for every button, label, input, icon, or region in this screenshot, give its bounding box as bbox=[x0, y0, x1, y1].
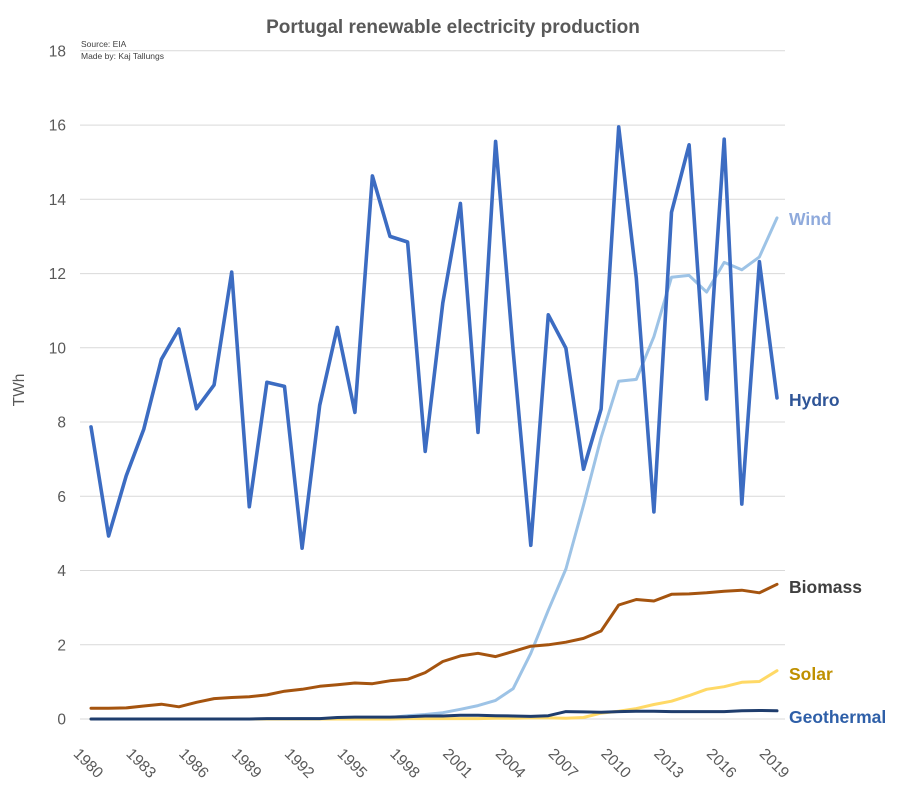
y-tick-label-6: 6 bbox=[57, 489, 66, 506]
y-tick-label-14: 14 bbox=[49, 192, 67, 209]
y-tick-label-12: 12 bbox=[49, 266, 66, 283]
series-label-biomass: Biomass bbox=[789, 577, 862, 597]
y-tick-label-8: 8 bbox=[57, 415, 66, 432]
gridlines bbox=[80, 50, 785, 720]
y-tick-label-18: 18 bbox=[49, 43, 66, 60]
series-line-biomass bbox=[89, 582, 779, 710]
y-tick-label-0: 0 bbox=[57, 712, 66, 729]
y-tick-label-16: 16 bbox=[49, 118, 66, 135]
series-label-wind: Wind bbox=[789, 209, 832, 229]
x-tick-label-1986: 1986 bbox=[175, 745, 211, 781]
x-tick-label-1983: 1983 bbox=[123, 745, 159, 781]
x-tick-label-2004: 2004 bbox=[492, 745, 529, 782]
y-axis-tick-labels: 0 2 4 6 8 10 12 14 16 18 bbox=[49, 43, 67, 728]
series-lines bbox=[89, 125, 779, 721]
y-tick-label-2: 2 bbox=[57, 637, 66, 654]
y-tick-label-4: 4 bbox=[57, 563, 66, 580]
x-tick-label-1995: 1995 bbox=[334, 745, 370, 781]
series-line-wind bbox=[89, 216, 779, 721]
series-labels: Wind Solar Geothermal Biomass Hydro bbox=[789, 209, 886, 727]
series-label-solar: Solar bbox=[789, 664, 833, 684]
x-tick-label-1992: 1992 bbox=[281, 745, 317, 781]
y-axis-title: TWh bbox=[11, 374, 28, 407]
series-label-geothermal: Geothermal bbox=[789, 707, 886, 727]
source-note: Source: EIA bbox=[81, 39, 127, 49]
x-tick-label-2001: 2001 bbox=[439, 745, 475, 781]
series-label-hydro: Hydro bbox=[789, 390, 840, 410]
series-line-hydro bbox=[89, 125, 779, 551]
y-tick-label-10: 10 bbox=[49, 340, 67, 357]
author-note: Made by: Kaj Tallungs bbox=[81, 51, 164, 61]
x-tick-label-1998: 1998 bbox=[386, 745, 422, 781]
x-tick-label-2019: 2019 bbox=[756, 745, 792, 781]
x-tick-label-2010: 2010 bbox=[597, 745, 634, 782]
chart-title: Portugal renewable electricity productio… bbox=[266, 17, 640, 38]
x-tick-label-2016: 2016 bbox=[703, 745, 739, 781]
x-tick-label-2007: 2007 bbox=[545, 745, 581, 781]
series-line-geothermal bbox=[89, 709, 779, 721]
x-axis-tick-labels: 1980 1983 1986 1989 1992 1995 1998 2001 2004 2007… bbox=[70, 745, 792, 782]
x-tick-label-2013: 2013 bbox=[650, 745, 686, 781]
x-tick-label-1980: 1980 bbox=[70, 745, 107, 782]
x-tick-label-1989: 1989 bbox=[228, 745, 264, 781]
